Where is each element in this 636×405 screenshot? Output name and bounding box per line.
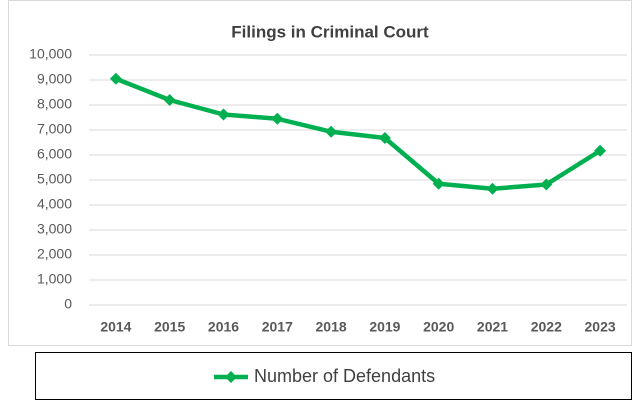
y-tick-label: 5,000 bbox=[37, 171, 72, 187]
x-tick-label: 2015 bbox=[154, 319, 185, 335]
legend-label: Number of Defendants bbox=[254, 366, 435, 386]
x-tick-label: 2021 bbox=[477, 319, 508, 335]
chart-title: Filings in Criminal Court bbox=[231, 22, 429, 41]
y-tick-label: 10,000 bbox=[29, 46, 72, 62]
y-tick-label: 2,000 bbox=[37, 246, 72, 262]
x-tick-label: 2018 bbox=[316, 319, 347, 335]
y-tick-label: 4,000 bbox=[37, 196, 72, 212]
data-point bbox=[432, 177, 445, 190]
x-tick-label: 2016 bbox=[208, 319, 239, 335]
y-tick-label: 0 bbox=[64, 296, 72, 312]
x-tick-label: 2017 bbox=[262, 319, 293, 335]
y-tick-label: 6,000 bbox=[37, 146, 72, 162]
legend-box bbox=[35, 352, 632, 400]
data-point bbox=[271, 112, 284, 125]
data-point bbox=[163, 94, 176, 106]
y-tick-label: 3,000 bbox=[37, 221, 72, 237]
chart-border bbox=[8, 0, 632, 346]
series-line bbox=[115, 76, 602, 191]
y-tick-label: 7,000 bbox=[37, 121, 72, 137]
data-point bbox=[540, 178, 553, 191]
data-point bbox=[109, 72, 122, 85]
data-point bbox=[325, 125, 338, 138]
data-point bbox=[486, 182, 499, 195]
x-tick-label: 2014 bbox=[100, 319, 131, 335]
x-tick-label: 2022 bbox=[531, 319, 562, 335]
data-point bbox=[217, 108, 230, 121]
y-tick-label: 8,000 bbox=[37, 96, 72, 112]
legend-marker bbox=[225, 371, 237, 383]
y-tick-label: 1,000 bbox=[37, 271, 72, 287]
data-point bbox=[594, 144, 607, 157]
x-tick-label: 2023 bbox=[585, 319, 616, 335]
y-tick-label: 9,000 bbox=[37, 71, 72, 87]
x-tick-label: 2020 bbox=[423, 319, 454, 335]
data-point bbox=[378, 132, 391, 144]
x-tick-label: 2019 bbox=[369, 319, 400, 335]
